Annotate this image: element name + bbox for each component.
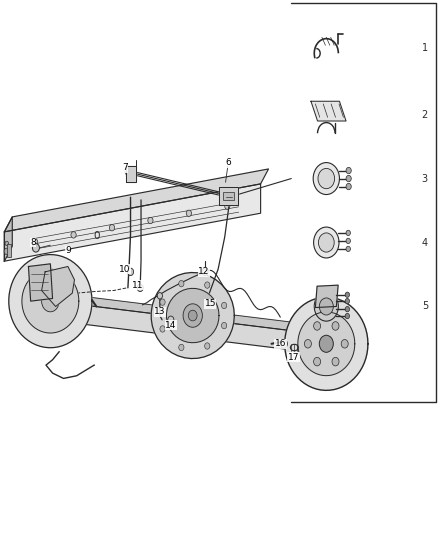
Polygon shape <box>28 264 53 301</box>
Polygon shape <box>151 272 234 359</box>
Circle shape <box>346 167 351 174</box>
Circle shape <box>319 335 333 352</box>
Circle shape <box>205 282 210 288</box>
Circle shape <box>4 248 9 255</box>
Ellipse shape <box>319 298 333 315</box>
Text: 1: 1 <box>422 43 428 53</box>
Text: 4: 4 <box>422 238 428 247</box>
Circle shape <box>186 210 191 216</box>
Circle shape <box>345 313 350 319</box>
Ellipse shape <box>313 163 339 195</box>
Polygon shape <box>219 187 238 205</box>
Text: 12: 12 <box>198 268 209 276</box>
Polygon shape <box>4 169 268 232</box>
Text: 2: 2 <box>422 110 428 119</box>
Ellipse shape <box>318 233 334 252</box>
Text: 11: 11 <box>132 281 144 289</box>
Circle shape <box>157 293 162 299</box>
Circle shape <box>160 299 165 305</box>
Circle shape <box>127 268 134 276</box>
Ellipse shape <box>314 227 339 258</box>
Circle shape <box>346 183 351 190</box>
Polygon shape <box>18 297 342 356</box>
Polygon shape <box>126 166 136 182</box>
Circle shape <box>346 175 351 182</box>
Circle shape <box>205 343 210 349</box>
Circle shape <box>332 357 339 366</box>
Circle shape <box>188 310 197 321</box>
Circle shape <box>225 203 230 209</box>
Ellipse shape <box>318 168 335 189</box>
Circle shape <box>137 284 143 292</box>
Text: 16: 16 <box>275 340 286 348</box>
Text: 15: 15 <box>205 300 216 308</box>
Circle shape <box>32 244 39 252</box>
Polygon shape <box>4 217 12 261</box>
Circle shape <box>304 340 311 348</box>
Text: 13: 13 <box>154 308 166 316</box>
Polygon shape <box>311 101 346 121</box>
Circle shape <box>346 230 350 236</box>
Text: 7: 7 <box>122 164 128 172</box>
Circle shape <box>222 322 227 329</box>
Polygon shape <box>4 184 261 261</box>
Circle shape <box>5 241 8 246</box>
Circle shape <box>179 344 184 351</box>
Polygon shape <box>42 266 74 306</box>
Circle shape <box>345 306 350 312</box>
Circle shape <box>110 224 115 231</box>
Polygon shape <box>18 289 346 337</box>
Circle shape <box>332 322 339 330</box>
Ellipse shape <box>314 292 338 321</box>
Circle shape <box>32 239 38 245</box>
Circle shape <box>183 304 202 327</box>
Text: 0: 0 <box>93 231 99 240</box>
Text: 3: 3 <box>422 174 428 183</box>
Text: 8: 8 <box>30 238 36 247</box>
Bar <box>7 244 11 257</box>
Text: 5: 5 <box>422 302 428 311</box>
Circle shape <box>341 340 348 348</box>
Circle shape <box>345 298 350 304</box>
Bar <box>223 192 234 200</box>
Text: 9: 9 <box>65 246 71 255</box>
Polygon shape <box>285 297 368 390</box>
Circle shape <box>222 302 227 309</box>
Circle shape <box>314 357 321 366</box>
Circle shape <box>168 316 174 324</box>
Polygon shape <box>315 285 338 308</box>
Circle shape <box>345 292 350 297</box>
Text: 6: 6 <box>225 158 231 167</box>
Circle shape <box>280 340 287 348</box>
Polygon shape <box>298 312 355 376</box>
Circle shape <box>148 217 153 224</box>
Text: 10: 10 <box>119 265 131 273</box>
Circle shape <box>160 326 165 332</box>
Circle shape <box>42 290 59 312</box>
Polygon shape <box>22 269 79 333</box>
Circle shape <box>346 246 350 252</box>
Circle shape <box>346 238 350 244</box>
Polygon shape <box>166 288 219 343</box>
Circle shape <box>202 268 208 276</box>
Circle shape <box>179 280 184 287</box>
Circle shape <box>314 322 321 330</box>
Text: 14: 14 <box>165 321 177 329</box>
Polygon shape <box>9 255 92 348</box>
Circle shape <box>71 232 76 238</box>
Text: 17: 17 <box>288 353 299 361</box>
